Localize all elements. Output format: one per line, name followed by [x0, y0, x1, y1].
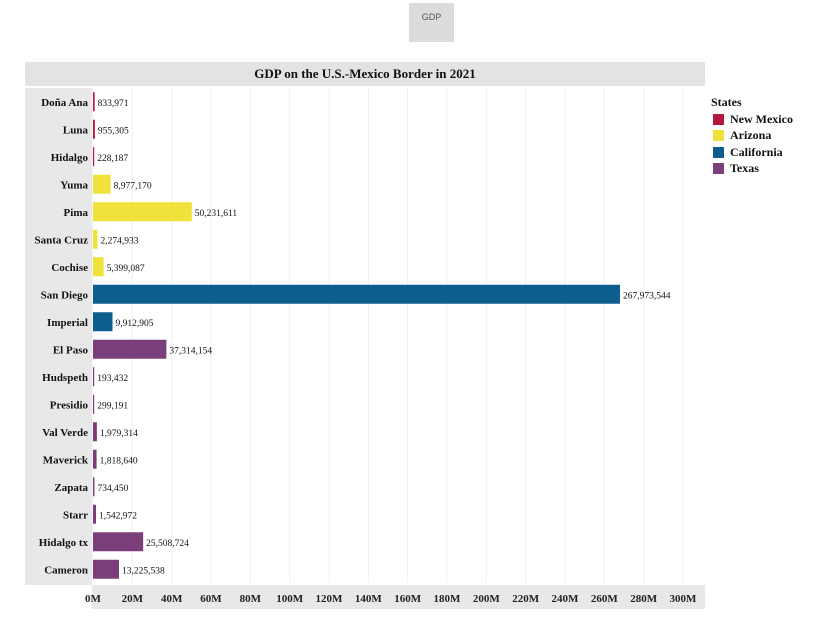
legend-swatch-new-mexico — [713, 113, 724, 125]
value-label-val-verde: 1,979,314 — [100, 429, 138, 439]
x-tick-label-60m: 60M — [200, 593, 222, 605]
x-tick-label-220m: 220M — [512, 593, 540, 605]
x-tick-label-100m: 100M — [276, 593, 304, 605]
legend-item-texas[interactable]: Texas — [711, 161, 793, 178]
value-label-starr: 1,542,972 — [99, 511, 137, 521]
category-label-starr: Starr — [63, 509, 88, 521]
value-label-santa-cruz: 2,274,933 — [100, 236, 138, 246]
bar-val-verde[interactable] — [93, 422, 97, 442]
bar-hudspeth[interactable] — [93, 367, 95, 387]
bar-hidalgo[interactable] — [93, 147, 95, 167]
category-label-cochise: Cochise — [51, 262, 88, 274]
legend-label-new-mexico: New Mexico — [730, 111, 793, 126]
bar-zapata[interactable] — [93, 477, 95, 497]
bar-pima[interactable] — [93, 202, 192, 222]
legend-swatch-texas — [713, 163, 724, 175]
value-label-maverick: 1,818,640 — [100, 456, 138, 466]
legend-label-california: California — [730, 144, 783, 159]
value-label-cochise: 5,399,087 — [107, 264, 145, 274]
bar-starr[interactable] — [93, 504, 97, 524]
category-label-yuma: Yuma — [60, 179, 88, 191]
category-label-luna: Luna — [63, 124, 89, 136]
value-label-el-paso: 37,314,154 — [169, 346, 212, 356]
bar-luna[interactable] — [93, 119, 95, 139]
bar-maverick[interactable] — [93, 449, 97, 469]
category-label-san-diego: San Diego — [41, 289, 89, 301]
legend-item-california[interactable]: California — [711, 144, 793, 161]
category-label-zapata: Zapata — [54, 482, 88, 494]
x-tick-label-200m: 200M — [473, 593, 501, 605]
bars — [93, 92, 621, 579]
gdp-tab-button[interactable]: GDP — [409, 3, 454, 42]
bar-yuma[interactable] — [93, 174, 111, 194]
category-label-band — [25, 88, 92, 585]
bar-santa-cruz[interactable] — [93, 229, 98, 249]
value-label-hudspeth: 193,432 — [97, 374, 128, 384]
category-label-santa-cruz: Santa Cruz — [35, 234, 89, 246]
category-label-hudspeth: Hudspeth — [42, 372, 88, 384]
category-labels: Doña Ana Luna Hidalgo Yuma Pima Santa Cruz Coc… — [35, 97, 89, 577]
category-label-do-a-ana: Doña Ana — [41, 97, 88, 109]
x-tick-label-180m: 180M — [434, 593, 462, 605]
gridlines — [92, 88, 684, 583]
legend-item-new-mexico[interactable]: New Mexico — [711, 111, 793, 128]
category-label-val-verde: Val Verde — [42, 427, 88, 439]
bar-el-paso[interactable] — [93, 339, 167, 359]
category-label-hidalgo: Hidalgo — [51, 152, 89, 164]
value-label-zapata: 734,450 — [97, 484, 128, 494]
category-label-maverick: Maverick — [43, 454, 89, 466]
category-label-imperial: Imperial — [47, 317, 88, 329]
category-label-pima: Pima — [64, 207, 89, 219]
legend-label-texas: Texas — [730, 161, 759, 176]
value-labels: 833,971 955,305 228,187 8,977,170 50,231,611… — [97, 99, 671, 577]
legend-item-arizona[interactable]: Arizona — [711, 128, 793, 145]
x-tick-label-40m: 40M — [161, 593, 183, 605]
bar-presidio[interactable] — [93, 394, 95, 414]
value-label-presidio: 299,191 — [97, 401, 128, 411]
x-axis-ticks: 0M 20M 40M 60M 80M 100M 120M 140M 160M 180M 200M 22… — [85, 593, 697, 605]
value-label-san-diego: 267,973,544 — [623, 291, 671, 301]
bar-hidalgo-tx[interactable] — [93, 532, 144, 552]
legend-swatch-california — [713, 146, 724, 158]
x-axis-band — [92, 585, 705, 609]
category-label-hidalgo-tx: Hidalgo tx — [39, 537, 89, 549]
chart-title: GDP on the U.S.-Mexico Border in 2021 — [25, 62, 705, 86]
x-tick-label-280m: 280M — [630, 593, 658, 605]
value-label-hidalgo: 228,187 — [97, 154, 128, 164]
value-label-imperial: 9,912,905 — [115, 319, 153, 329]
value-label-yuma: 8,977,170 — [114, 181, 152, 191]
x-tick-label-300m: 300M — [670, 593, 698, 605]
value-label-pima: 50,231,611 — [195, 209, 238, 219]
x-tick-label-80m: 80M — [240, 593, 262, 605]
x-tick-label-240m: 240M — [552, 593, 580, 605]
legend-title: States — [711, 95, 742, 109]
value-label-cameron: 13,225,538 — [122, 566, 165, 576]
legend-label-arizona: Arizona — [730, 128, 772, 143]
category-label-el-paso: El Paso — [53, 344, 89, 356]
legend: States New Mexico Arizona California Texas — [711, 95, 793, 177]
bar-do-a-ana[interactable] — [93, 92, 95, 112]
legend-swatch-arizona — [713, 130, 724, 142]
category-label-cameron: Cameron — [44, 564, 88, 576]
value-label-luna: 955,305 — [98, 126, 129, 136]
value-label-hidalgo-tx: 25,508,724 — [146, 539, 189, 549]
bar-imperial[interactable] — [93, 312, 113, 332]
x-tick-label-160m: 160M — [394, 593, 422, 605]
x-tick-label-140m: 140M — [355, 593, 383, 605]
x-tick-label-260m: 260M — [591, 593, 619, 605]
bar-cameron[interactable] — [93, 559, 120, 579]
value-label-do-a-ana: 833,971 — [98, 99, 129, 109]
bar-san-diego[interactable] — [93, 284, 621, 304]
x-tick-label-120m: 120M — [316, 593, 344, 605]
bar-cochise[interactable] — [93, 257, 104, 277]
x-tick-label-0m: 0M — [85, 593, 102, 605]
x-tick-label-20m: 20M — [122, 593, 144, 605]
category-label-presidio: Presidio — [50, 399, 89, 411]
